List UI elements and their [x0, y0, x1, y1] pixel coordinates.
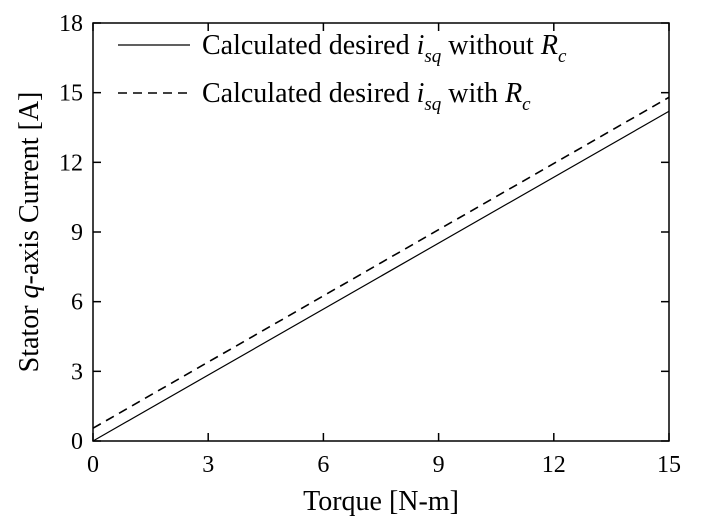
x-tick-label: 6 [317, 452, 329, 478]
axis-ticks: 0 3 6 9 12 15 0 3 6 9 12 15 18 [59, 11, 681, 478]
y-tick-label: 18 [59, 11, 83, 37]
y-tick-label: 3 [71, 359, 83, 385]
y-tick-label: 9 [71, 220, 83, 246]
x-tick-label: 12 [542, 452, 566, 478]
y-tick-label: 12 [59, 150, 83, 176]
series-line-without-rc [92, 110, 670, 442]
x-axis-title: Torque [N-m] [303, 486, 459, 517]
plot-area [92, 96, 670, 442]
y-tick-label: 6 [71, 290, 83, 316]
x-tick-label: 3 [202, 452, 214, 478]
x-tick-label: 0 [87, 452, 99, 478]
x-tick-label: 15 [657, 452, 681, 478]
legend: Calculated desired isq without Rc Calcul… [118, 30, 567, 115]
series-line-with-rc [92, 96, 670, 429]
legend-entry-without-rc: Calculated desired isq without Rc [202, 30, 567, 67]
y-tick-label: 15 [59, 81, 83, 107]
x-tick-label: 9 [433, 452, 445, 478]
y-axis-title: Stator q-axis Current [A] [14, 92, 45, 373]
legend-entry-with-rc: Calculated desired isq with Rc [202, 78, 531, 115]
y-tick-label: 0 [71, 429, 83, 455]
